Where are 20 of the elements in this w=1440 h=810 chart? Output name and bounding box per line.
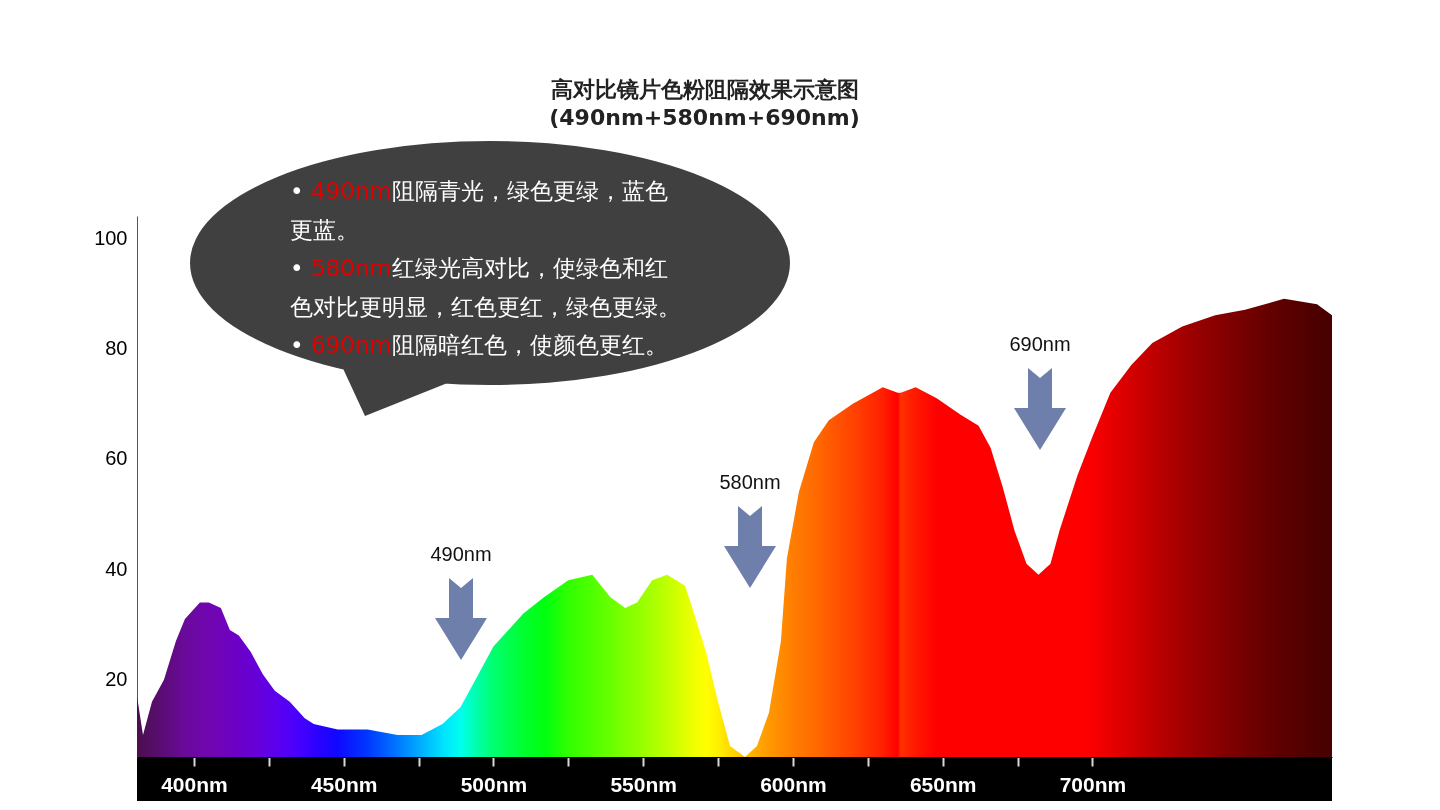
annotation: • 580nm红绿光高对比，使绿色和红色对比更明显，红色更红，绿色更绿。 — [290, 255, 681, 320]
x-tick-label: 550nm — [610, 772, 677, 796]
x-tick-label: 450nm — [310, 772, 378, 796]
x-tick-label: 700nm — [1059, 772, 1127, 796]
y-tick-label: 20 — [105, 668, 128, 691]
y-tick-label: 40 — [105, 557, 128, 580]
annotation: • 690nm阻隔暗红色，使颜色更红。 — [290, 332, 668, 358]
annotation: 490nm — [430, 542, 492, 566]
annotation: 690nm — [1009, 332, 1071, 356]
y-tick-label: 80 — [105, 336, 128, 359]
y-tick-label: 60 — [105, 447, 128, 470]
x-tick-label: 600nm — [760, 772, 827, 796]
text: • 490nm阻隔青光，绿色更绿，蓝色更蓝。 — [290, 178, 668, 243]
x-tick-label: 650nm — [909, 772, 977, 796]
x-tick-label: 400nm — [161, 772, 228, 796]
annotation: 580nm — [719, 470, 781, 494]
x-tick-label: 500nm — [460, 772, 528, 796]
chart-subtitle: (490nm+580nm+690nm) — [549, 105, 860, 130]
chart-title: 高对比镜片色粉阻隔效果示意图 — [550, 77, 859, 102]
y-tick-label: 100 — [94, 226, 128, 249]
